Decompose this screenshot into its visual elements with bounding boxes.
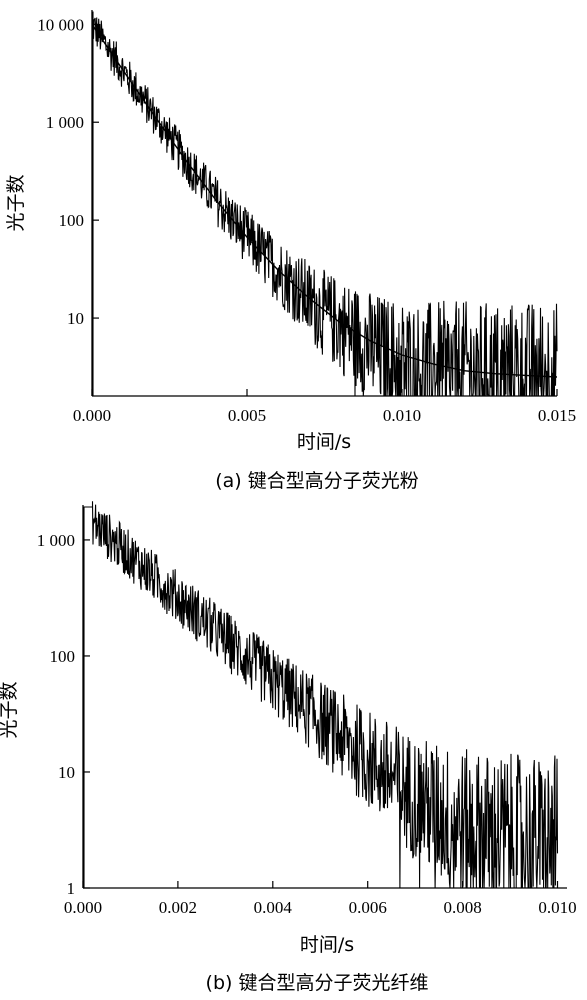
measured-decay-line (91, 11, 558, 397)
x-tick-label: 0.004 (254, 898, 293, 917)
y-tick-label: 1 (67, 879, 76, 898)
y-tick-label: 100 (59, 211, 85, 230)
panel-a-x-ticks: 0.000 0.005 0.010 0.015 (73, 389, 576, 425)
x-tick-label: 0.010 (383, 406, 421, 425)
fit-curve-line (91, 23, 558, 378)
panel-a-caption: (a) 键合型高分子荧光粉 (215, 470, 419, 492)
panel-b-y-ticks: 1 10 100 1 000 (37, 531, 90, 898)
y-tick-label: 100 (50, 647, 76, 666)
y-tick-label: 10 (67, 309, 84, 328)
x-tick-label: 0.005 (228, 406, 266, 425)
y-tick-label: 10 000 (37, 15, 84, 34)
panel-a-y-label: 光子数 (5, 174, 27, 231)
x-tick-label: 0.008 (443, 898, 481, 917)
y-tick-label: 1 000 (46, 113, 84, 132)
x-tick-label: 0.015 (538, 406, 576, 425)
panel-a-x-label: 时间/s (297, 431, 351, 453)
x-tick-label: 0.000 (64, 898, 102, 917)
x-tick-label: 0.010 (538, 898, 576, 917)
panel-a: 10 100 1 000 10 000 0.000 0.005 0.010 0.015 光子… (5, 10, 576, 492)
y-tick-label: 1 000 (37, 531, 75, 550)
panel-b-y-label: 光子数 (0, 681, 20, 738)
y-tick-label: 10 (58, 763, 75, 782)
panel-b-x-label: 时间/s (300, 934, 354, 956)
panel-a-series (91, 11, 558, 397)
panel-b-caption: (b) 键合型高分子荧光纤维 (206, 972, 429, 994)
x-tick-label: 0.002 (159, 898, 197, 917)
x-tick-label: 0.006 (349, 898, 387, 917)
panel-a-y-ticks: 10 100 1 000 10 000 (37, 15, 99, 328)
measured-decay-line (83, 501, 559, 889)
x-tick-label: 0.000 (73, 406, 111, 425)
panel-b-series (83, 501, 559, 889)
panel-b-x-ticks: 0.000 0.002 0.004 0.006 0.008 0.010 (64, 881, 577, 917)
